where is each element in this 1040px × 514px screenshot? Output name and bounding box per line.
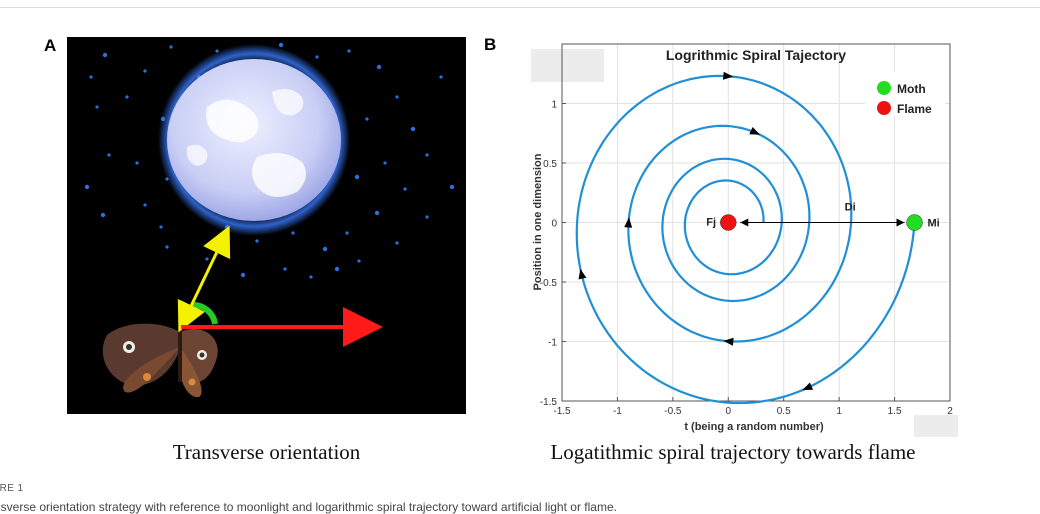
star <box>291 231 295 235</box>
star <box>102 52 108 58</box>
star <box>159 225 163 229</box>
y-tick-label: 0.5 <box>543 159 557 170</box>
star <box>425 215 429 219</box>
panel-b-caption: Logatithmic spiral trajectory towards fl… <box>550 440 916 464</box>
star <box>135 161 139 165</box>
transverse-orientation-illustration <box>67 37 466 414</box>
chart-title: Logrithmic Spiral Tajectory <box>666 47 846 63</box>
point-label-mi: Mi <box>928 218 940 230</box>
spiral-arrowhead <box>624 217 633 228</box>
star <box>315 55 319 59</box>
legend-label-flame: Flame <box>897 102 932 116</box>
star <box>143 69 147 73</box>
x-axis-label: t (being a random number) <box>684 421 824 433</box>
y-tick-labels: -1.5 -1 -0.5 0 0.5 1 <box>540 100 566 408</box>
point-mi <box>906 214 923 231</box>
star <box>309 275 313 279</box>
x-tick-label: 1 <box>836 406 842 417</box>
point-label-fj: Fj <box>706 217 716 229</box>
star <box>403 187 407 191</box>
star <box>255 239 259 243</box>
spiral-arrowhead <box>723 337 734 346</box>
y-tick-label: 1 <box>551 100 557 111</box>
point-fj <box>720 214 737 231</box>
figure-caption: nsverse orientation strategy with refere… <box>0 500 617 514</box>
annotations: Mi Fj Di <box>706 202 939 230</box>
distance-arrowhead <box>896 218 905 227</box>
star <box>439 75 443 79</box>
star <box>410 126 416 132</box>
star <box>107 153 111 157</box>
moonlight-ray-arrow <box>177 225 231 333</box>
spiral-arrowhead <box>578 268 587 280</box>
annotation-di: Di <box>845 202 856 214</box>
distance-arrowhead <box>740 218 749 227</box>
legend-label-moth: Moth <box>897 82 926 96</box>
star <box>169 45 173 49</box>
star <box>240 272 246 278</box>
star <box>347 49 351 53</box>
x-tick-labels: -1.5 -1 -0.5 0 0.5 1 1.5 2 <box>553 397 953 417</box>
star <box>376 64 382 70</box>
moon-icon <box>158 44 350 236</box>
star <box>165 245 169 249</box>
star <box>354 174 360 180</box>
star <box>345 231 349 235</box>
legend-marker-flame <box>877 101 891 115</box>
corner-patch <box>914 415 958 437</box>
star <box>365 117 369 121</box>
panel-a-caption: Transverse orientation <box>172 440 361 464</box>
star <box>84 184 90 190</box>
top-divider <box>0 7 1040 8</box>
x-tick-label: 0 <box>726 406 732 417</box>
star <box>89 75 93 79</box>
star <box>357 259 361 263</box>
star <box>425 153 429 157</box>
x-tick-label: 0.5 <box>777 406 791 417</box>
star <box>143 203 147 207</box>
y-tick-label: -0.5 <box>540 278 558 289</box>
y-tick-label: 0 <box>551 219 557 230</box>
star <box>125 95 129 99</box>
x-tick-label: 2 <box>947 406 953 417</box>
star <box>278 42 284 48</box>
star <box>95 105 99 109</box>
star <box>374 210 380 216</box>
panel-b-letter: B <box>484 35 497 54</box>
star <box>383 161 387 165</box>
star <box>205 257 209 261</box>
moth-icon <box>102 323 218 398</box>
spiral-arrowhead <box>749 126 761 135</box>
star <box>395 241 399 245</box>
x-tick-label: -1.5 <box>553 406 571 417</box>
star <box>449 184 455 190</box>
star <box>283 267 287 271</box>
star <box>100 212 106 218</box>
x-tick-label: -1 <box>613 406 622 417</box>
star <box>322 246 328 252</box>
y-tick-label: -1 <box>548 338 557 349</box>
spiral-trajectory-chart: -1.5 -1 -0.5 0 0.5 1 1.5 2 -1.5 -1 -0.5 0 0.5 1 Mi Fj… <box>508 32 958 437</box>
corner-patch <box>531 49 604 82</box>
x-tick-label: -0.5 <box>664 406 682 417</box>
spiral-direction-arrows <box>578 71 814 391</box>
legend: Moth Flame <box>865 72 945 116</box>
spiral-arrowhead <box>722 71 734 80</box>
legend-marker-moth <box>877 81 891 95</box>
y-tick-label: -1.5 <box>540 397 558 408</box>
panel-a-letter: A <box>44 36 57 55</box>
spiral-arrowhead <box>802 382 814 391</box>
star <box>334 266 340 272</box>
star <box>395 95 399 99</box>
data-points <box>720 214 923 231</box>
figure-label: URE 1 <box>0 483 24 494</box>
y-axis-label: Position in one dimension <box>532 153 544 290</box>
distance-arrow <box>740 218 905 227</box>
x-tick-label: 1.5 <box>888 406 902 417</box>
